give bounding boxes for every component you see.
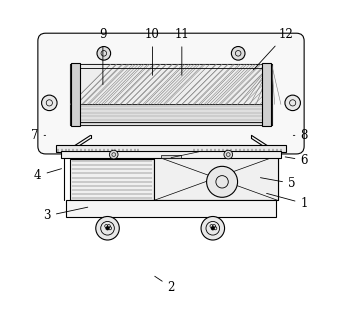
- Circle shape: [106, 226, 109, 230]
- Circle shape: [109, 150, 118, 159]
- Circle shape: [201, 216, 225, 240]
- Bar: [80, 68, 262, 122]
- Text: 3: 3: [43, 207, 88, 222]
- Text: 11: 11: [174, 28, 189, 75]
- FancyBboxPatch shape: [38, 33, 304, 154]
- Text: 2: 2: [155, 276, 175, 294]
- Text: 7: 7: [31, 129, 45, 142]
- Circle shape: [207, 166, 238, 197]
- Circle shape: [224, 150, 233, 159]
- Text: 5: 5: [260, 177, 295, 190]
- Bar: [70, 159, 154, 200]
- Text: 4: 4: [34, 169, 62, 182]
- Text: 6: 6: [285, 154, 308, 167]
- Text: 10: 10: [145, 28, 160, 75]
- Circle shape: [96, 216, 119, 240]
- Bar: [61, 151, 281, 158]
- Bar: [70, 64, 272, 104]
- Circle shape: [211, 226, 215, 230]
- Bar: [66, 200, 276, 217]
- Bar: [56, 145, 286, 152]
- Bar: [70, 64, 272, 124]
- Text: 12: 12: [253, 28, 293, 70]
- Bar: [154, 156, 278, 200]
- Circle shape: [232, 47, 245, 60]
- Bar: [71, 63, 80, 126]
- Circle shape: [42, 95, 57, 111]
- Text: 9: 9: [99, 28, 107, 85]
- Circle shape: [285, 95, 300, 111]
- Bar: [70, 104, 272, 124]
- Text: 8: 8: [293, 129, 308, 142]
- Circle shape: [97, 47, 110, 60]
- Text: 1: 1: [266, 193, 308, 210]
- Bar: [262, 63, 271, 126]
- Bar: [161, 155, 181, 158]
